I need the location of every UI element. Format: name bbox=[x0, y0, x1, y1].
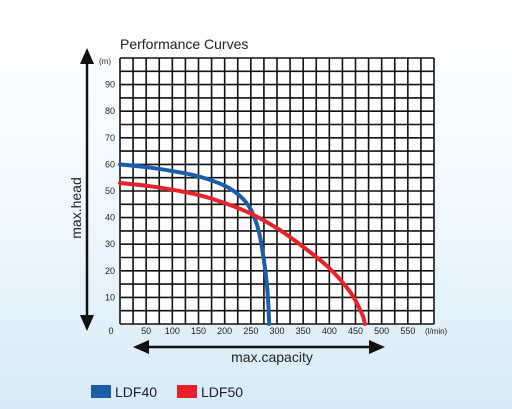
x-axis-ticks: 0 50 100 150 200 250 300 350 400 450 500 550 bbox=[108, 326, 415, 336]
y-axis-unit: (m) bbox=[99, 57, 111, 66]
y-tick-label: 20 bbox=[105, 266, 115, 276]
x-tick-label: 200 bbox=[217, 326, 232, 336]
x-tick-label: 550 bbox=[400, 326, 415, 336]
y-axis-label: max.head bbox=[68, 177, 84, 238]
y-tick-label: 90 bbox=[105, 80, 115, 90]
y-tick-label: 80 bbox=[105, 106, 115, 116]
chart-title: Performance Curves bbox=[120, 36, 248, 52]
legend-swatch-ldf50 bbox=[177, 385, 197, 398]
x-tick-label: 300 bbox=[269, 326, 284, 336]
x-tick-label: 450 bbox=[348, 326, 363, 336]
x-tick-label: 500 bbox=[374, 326, 389, 336]
x-axis-arrow bbox=[133, 340, 385, 354]
y-tick-label: 30 bbox=[105, 239, 115, 249]
legend-label-ldf50: LDF50 bbox=[201, 384, 243, 400]
y-tick-label: 10 bbox=[105, 292, 115, 302]
y-axis-arrow bbox=[80, 48, 94, 331]
legend-label-ldf40: LDF40 bbox=[115, 384, 157, 400]
y-tick-label: 50 bbox=[105, 186, 115, 196]
x-tick-label: 400 bbox=[322, 326, 337, 336]
x-tick-label: 150 bbox=[191, 326, 206, 336]
chart-series bbox=[118, 162, 367, 326]
x-tick-label: 100 bbox=[165, 326, 180, 336]
legend: LDF40 LDF50 bbox=[91, 384, 243, 400]
chart-grid bbox=[119, 57, 435, 325]
x-tick-label: 350 bbox=[296, 326, 311, 336]
x-tick-label: 50 bbox=[141, 326, 151, 336]
y-tick-label: 60 bbox=[105, 159, 115, 169]
x-axis-label: max.capacity bbox=[231, 349, 313, 365]
x-axis-unit: (l/min) bbox=[425, 327, 448, 336]
series-line-ldf40 bbox=[118, 162, 272, 326]
legend-swatch-ldf40 bbox=[91, 385, 111, 398]
y-tick-label: 40 bbox=[105, 213, 115, 223]
series-line-ldf50 bbox=[118, 181, 367, 326]
y-tick-label: 70 bbox=[105, 133, 115, 143]
x-tick-label: 0 bbox=[108, 326, 113, 336]
y-axis-ticks: 10 20 30 40 50 60 70 80 90 bbox=[105, 80, 115, 303]
x-tick-label: 250 bbox=[243, 326, 258, 336]
